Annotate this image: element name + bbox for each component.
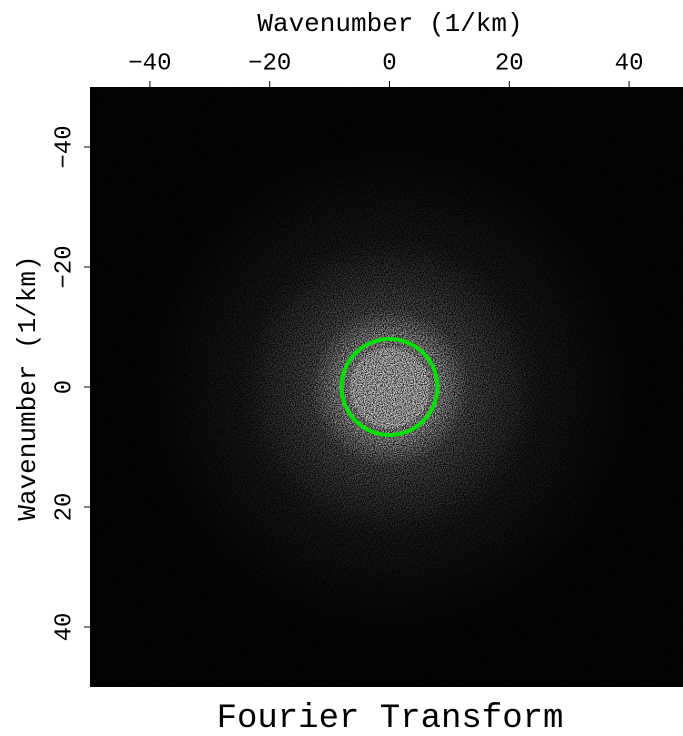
y-tick-label: −40 [51,125,78,168]
x-tick-label: −20 [248,50,291,77]
x-tick-label: 40 [615,50,644,77]
x-tick-label: −40 [128,50,171,77]
x-axis-label: Wavenumber (1/km) [257,9,522,39]
y-tick-label: 0 [51,380,78,394]
spectrum-core [350,348,430,428]
y-tick-label: 20 [51,493,78,522]
x-tick-label: 20 [495,50,524,77]
ring [339,337,440,437]
x-tick-label: 0 [382,50,396,77]
chart-title: Fourier Transform [217,700,564,736]
y-tick-label: −20 [51,245,78,288]
y-axis-label: Wavenumber (1/km) [13,255,43,520]
y-tick-label: 40 [51,613,78,642]
